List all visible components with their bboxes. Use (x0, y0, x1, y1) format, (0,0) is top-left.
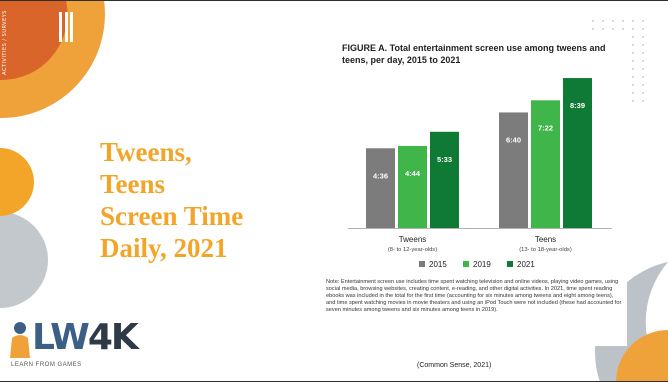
bar (563, 78, 592, 228)
bar-value-label: 7:22 (538, 123, 553, 132)
title-line: Teens (100, 169, 166, 199)
bar (531, 100, 560, 228)
legend-label: 2015 (429, 260, 447, 269)
logo-wordmark: LW4K (32, 317, 139, 358)
bar-value-label: 8:39 (570, 101, 585, 110)
legend-swatch (507, 261, 513, 267)
category-sublabel: (13- to 18-year-olds) (519, 247, 572, 253)
chart-title: FIGURE A. Total entertainment screen use… (342, 43, 606, 65)
bar (398, 145, 427, 228)
menu-bars-icon (59, 12, 73, 42)
logo-text-4k: 4K (87, 317, 139, 358)
dark-orange-quarter-circle (0, 0, 68, 81)
citation: (Common Sense, 2021) (417, 362, 492, 369)
legend-label: 2019 (473, 260, 491, 269)
title-line: Screen Time (100, 201, 244, 231)
legend-swatch (419, 261, 425, 267)
logo-text-lw: LW (32, 317, 90, 358)
chart-note: Note: Entertainment screen use includes … (326, 279, 622, 313)
category-label: Teens (535, 235, 556, 244)
category-label: Tweens (399, 235, 427, 244)
category-sublabel: (8- to 12-year-olds) (388, 247, 437, 253)
bar (430, 131, 459, 228)
gray-half-circle-left (0, 212, 48, 308)
title-line: Daily, 2021 (100, 233, 228, 263)
logo: LW4K LEARN FROM GAMES (8, 318, 158, 378)
legend-label: 2021 (517, 260, 535, 269)
bar-value-label: 5:33 (437, 155, 452, 164)
title-line: Tweens, (100, 137, 192, 167)
bar-value-label: 6:40 (506, 135, 521, 144)
bar (366, 148, 395, 228)
bar (499, 112, 528, 228)
orange-half-circle-left (0, 148, 34, 216)
legend-swatch (463, 261, 469, 267)
logo-subtitle: LEARN FROM GAMES (11, 362, 82, 368)
bar-value-label: 4:36 (373, 171, 388, 180)
bar-value-label: 4:44 (405, 169, 421, 178)
orange-half-circle-right (616, 330, 668, 382)
slide-title: Tweens, Teens Screen Time Daily, 2021 (100, 136, 310, 264)
person-silhouette-icon (10, 322, 30, 358)
